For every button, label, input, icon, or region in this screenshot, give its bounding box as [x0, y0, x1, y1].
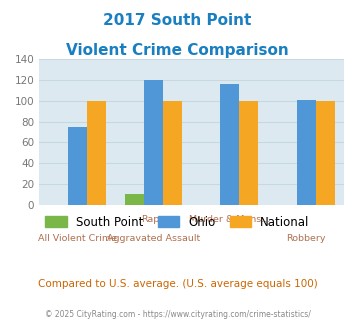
- Text: All Violent Crime: All Violent Crime: [38, 234, 117, 243]
- Bar: [220, 84, 239, 205]
- Bar: [68, 127, 87, 205]
- Bar: [144, 80, 163, 205]
- Text: Murder & Mans...: Murder & Mans...: [189, 214, 271, 223]
- Bar: [316, 101, 335, 205]
- Bar: [163, 101, 182, 205]
- Bar: [239, 101, 258, 205]
- Text: Aggravated Assault: Aggravated Assault: [107, 234, 200, 243]
- Bar: [297, 100, 316, 205]
- Text: © 2025 CityRating.com - https://www.cityrating.com/crime-statistics/: © 2025 CityRating.com - https://www.city…: [45, 310, 310, 319]
- Bar: [125, 194, 144, 205]
- Text: Rape: Rape: [142, 214, 165, 223]
- Text: Robbery: Robbery: [286, 234, 326, 243]
- Text: Violent Crime Comparison: Violent Crime Comparison: [66, 43, 289, 58]
- Bar: [87, 101, 106, 205]
- Text: Compared to U.S. average. (U.S. average equals 100): Compared to U.S. average. (U.S. average …: [38, 279, 317, 289]
- Legend: South Point, Ohio, National: South Point, Ohio, National: [40, 211, 315, 233]
- Text: 2017 South Point: 2017 South Point: [103, 13, 252, 28]
